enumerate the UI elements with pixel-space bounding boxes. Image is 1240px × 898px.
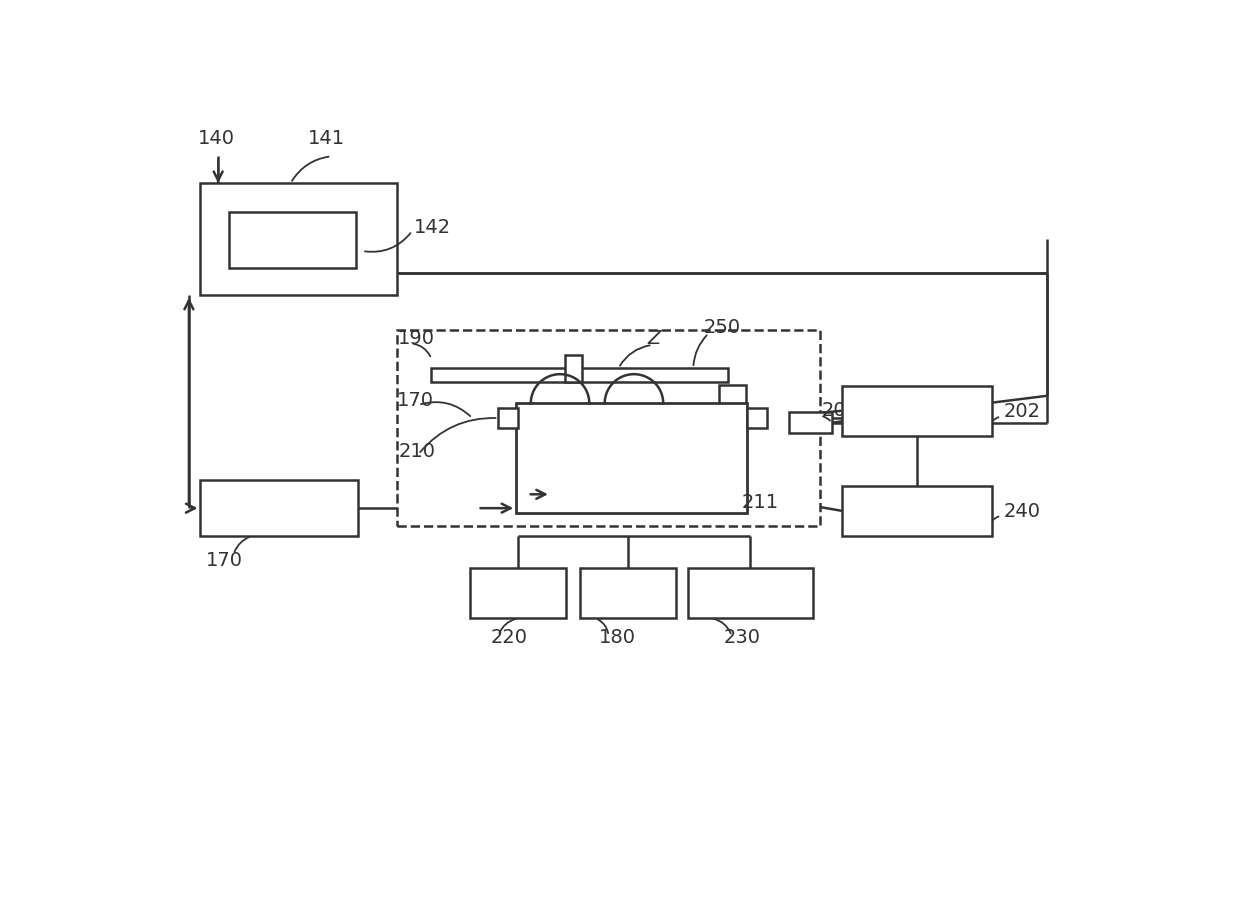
Text: 140: 140 bbox=[198, 129, 236, 148]
Text: 170: 170 bbox=[206, 551, 243, 570]
Text: 180: 180 bbox=[599, 628, 636, 647]
Text: 230: 230 bbox=[724, 628, 761, 647]
Bar bbox=[397, 330, 821, 526]
Text: 250: 250 bbox=[703, 319, 740, 338]
Text: Z: Z bbox=[647, 330, 661, 348]
Text: 141: 141 bbox=[309, 129, 346, 148]
Text: 170: 170 bbox=[397, 391, 434, 409]
Text: 211: 211 bbox=[742, 493, 779, 512]
Bar bbox=[201, 183, 397, 295]
Bar bbox=[201, 480, 358, 536]
Text: 202: 202 bbox=[1003, 401, 1040, 420]
Text: 190: 190 bbox=[398, 330, 435, 348]
Text: 220: 220 bbox=[491, 628, 528, 647]
Bar bbox=[790, 412, 832, 434]
Bar bbox=[516, 403, 748, 513]
Bar bbox=[229, 213, 356, 268]
Bar bbox=[719, 385, 745, 407]
Bar bbox=[842, 486, 992, 536]
Text: 200: 200 bbox=[822, 401, 859, 420]
Bar bbox=[688, 568, 812, 618]
Text: 142: 142 bbox=[414, 218, 451, 237]
Bar bbox=[580, 568, 676, 618]
Text: 210: 210 bbox=[398, 442, 435, 461]
Text: 240: 240 bbox=[1003, 502, 1040, 521]
Bar bbox=[470, 568, 567, 618]
Bar bbox=[748, 408, 768, 428]
Bar bbox=[498, 408, 518, 428]
Bar bbox=[432, 368, 728, 382]
Bar bbox=[564, 355, 582, 382]
Bar bbox=[842, 386, 992, 436]
